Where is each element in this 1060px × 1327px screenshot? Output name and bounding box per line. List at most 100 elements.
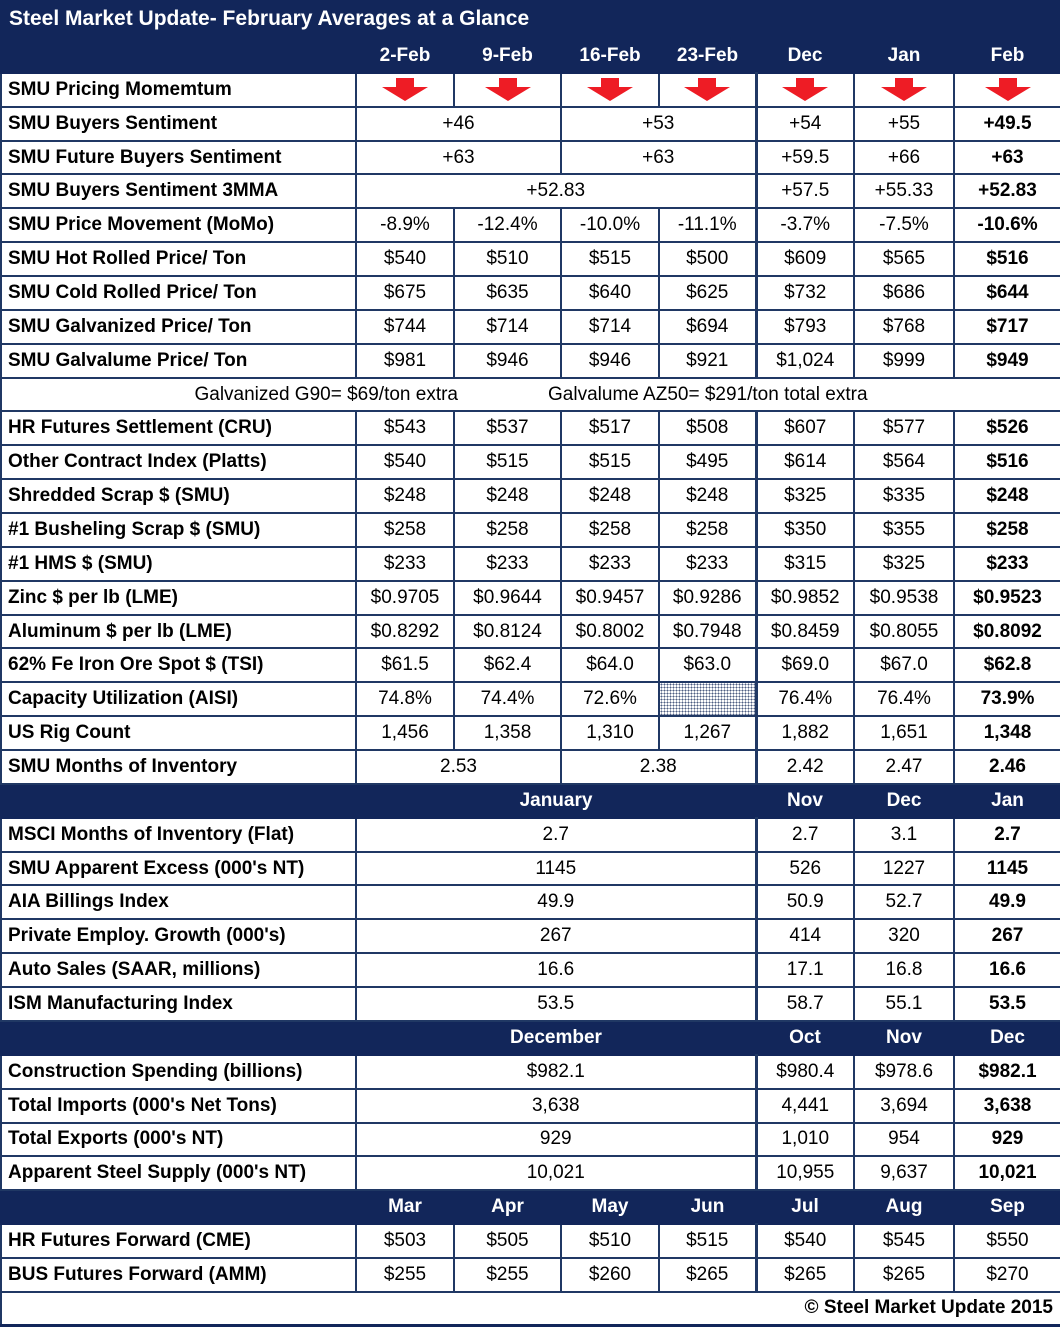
value-cell: $233: [560, 545, 660, 582]
table-row: Other Contract Index (Platts) $540 $515 $51…: [0, 444, 1060, 481]
value-cell: $265: [853, 1256, 955, 1293]
table-row: Total Exports (000's NT) 929 1,010 954 929: [0, 1121, 1060, 1158]
value-cell: $260: [560, 1256, 660, 1293]
value-cell: $350: [754, 512, 855, 548]
table-row: SMU Price Movement (MoMo) -8.9% -12.4% -10.…: [0, 207, 1060, 244]
column-header: Aug: [853, 1189, 955, 1226]
column-header: Apr: [453, 1189, 562, 1226]
value-cell: $0.9705: [355, 579, 455, 616]
value-cell: 1,651: [853, 715, 955, 752]
row-label: US Rig Count: [0, 715, 357, 752]
value-cell: $0.9538: [853, 579, 955, 616]
row-label: SMU Pricing Momemtum: [0, 71, 357, 108]
value-cell: $270: [953, 1256, 1060, 1293]
value-cell: $1,024: [754, 342, 855, 379]
column-header: Nov: [755, 782, 855, 819]
value-cell: 16.6: [355, 952, 757, 989]
table-row: SMU Buyers Sentiment +46 +53 +54 +55 +49.5: [0, 105, 1060, 142]
value-cell: 1,348: [953, 715, 1060, 752]
value-cell: $744: [355, 308, 455, 345]
row-label: MSCI Months of Inventory (Flat): [0, 816, 357, 853]
table-row: SMU Future Buyers Sentiment +63 +63 +59.5 +6…: [0, 139, 1060, 176]
value-cell: $732: [754, 275, 855, 311]
row-label: HR Futures Forward (CME): [0, 1223, 357, 1259]
row-label: SMU Hot Rolled Price/ Ton: [0, 241, 357, 278]
value-cell: $0.8124: [453, 613, 562, 650]
value-cell: $325: [853, 545, 955, 582]
value-cell: $980.4: [754, 1053, 855, 1090]
value-cell: $0.8292: [355, 613, 455, 650]
value-cell: $946: [560, 342, 660, 379]
value-cell: $69.0: [754, 647, 855, 684]
value-cell: +55.33: [853, 173, 955, 210]
value-cell: $981: [355, 342, 455, 379]
value-cell: $265: [658, 1256, 757, 1293]
value-cell: 10,021: [355, 1155, 757, 1192]
value-cell: 17.1: [754, 952, 855, 989]
table-row: Auto Sales (SAAR, millions) 16.6 17.1 16.8 1…: [0, 952, 1060, 989]
value-cell: 3,638: [953, 1087, 1060, 1124]
value-cell: 1145: [953, 850, 1060, 887]
extras-note-cell: Galvanized G90= $69/ton extra Galvalume A…: [0, 376, 1060, 413]
value-cell: $61.5: [355, 647, 455, 684]
value-cell: 16.6: [953, 952, 1060, 989]
row-label: HR Futures Settlement (CRU): [0, 410, 357, 447]
value-cell: $248: [658, 478, 757, 515]
value-cell: -12.4%: [453, 207, 562, 244]
value-cell: -10.6%: [953, 207, 1060, 244]
value-cell: $515: [560, 444, 660, 481]
table-row: MSCI Months of Inventory (Flat) 2.7 2.7 3.1…: [0, 816, 1060, 853]
column-header: Dec: [755, 38, 855, 74]
column-header: Feb: [953, 38, 1060, 74]
table-row: Construction Spending (billions) $982.1 $9…: [0, 1053, 1060, 1090]
column-header: 23-Feb: [658, 38, 757, 74]
column-header: Jan: [853, 38, 955, 74]
value-cell: $0.9644: [453, 579, 562, 616]
value-cell: 3.1: [853, 816, 955, 853]
value-cell: 10,955: [754, 1155, 855, 1192]
value-cell: 76.4%: [853, 681, 955, 718]
value-cell: -3.7%: [754, 207, 855, 244]
table-row: Capacity Utilization (AISI) 74.8% 74.4% 72.…: [0, 681, 1060, 718]
value-cell: $644: [953, 275, 1060, 311]
table-row: AIA Billings Index 49.9 50.9 52.7 49.9: [0, 884, 1060, 921]
value-cell: $248: [355, 478, 455, 515]
table-row: SMU Galvanized Price/ Ton $744 $714 $714 $69…: [0, 308, 1060, 345]
value-cell: $258: [658, 512, 757, 548]
row-label: SMU Cold Rolled Price/ Ton: [0, 275, 357, 311]
value-cell: $640: [560, 275, 660, 311]
value-cell: 414: [754, 918, 855, 955]
value-cell: $614: [754, 444, 855, 481]
note-row: Galvanized G90= $69/ton extra Galvalume A…: [0, 376, 1060, 413]
header-label-cell: [0, 38, 357, 74]
table-row: Aluminum $ per lb (LME) $0.8292 $0.8124 $0.…: [0, 613, 1060, 650]
table-row: SMU Buyers Sentiment 3MMA +52.83 +57.5 +55.…: [0, 173, 1060, 210]
value-cell: 2.42: [754, 749, 855, 785]
value-cell: $768: [853, 308, 955, 345]
value-cell: 929: [355, 1121, 757, 1158]
value-cell: $265: [754, 1256, 855, 1293]
value-cell: 9,637: [853, 1155, 955, 1192]
header-label-cell: [0, 1189, 357, 1226]
row-label: SMU Galvalume Price/ Ton: [0, 342, 357, 379]
down-arrow-icon: [684, 78, 731, 102]
row-label: Total Exports (000's NT): [0, 1121, 357, 1158]
row-label: Total Imports (000's Net Tons): [0, 1087, 357, 1124]
value-cell: +66: [853, 139, 955, 176]
value-cell: $510: [453, 241, 562, 278]
table-row: SMU Pricing Momemtum: [0, 71, 1060, 108]
table-row: US Rig Count 1,456 1,358 1,310 1,267 1,882 1,6…: [0, 715, 1060, 752]
value-cell: $248: [953, 478, 1060, 515]
momentum-arrow-cell: [453, 71, 562, 108]
down-arrow-icon: [484, 78, 531, 102]
value-cell: 1,358: [453, 715, 562, 752]
column-header: Jun: [658, 1189, 757, 1226]
table-row: SMU Apparent Excess (000's NT) 1145 526 122…: [0, 850, 1060, 887]
value-cell: $577: [853, 410, 955, 447]
value-cell: $248: [560, 478, 660, 515]
value-cell: -8.9%: [355, 207, 455, 244]
value-cell: $515: [560, 241, 660, 278]
value-cell: $258: [453, 512, 562, 548]
table-row: 62% Fe Iron Ore Spot $ (TSI) $61.5 $62.4 $6…: [0, 647, 1060, 684]
